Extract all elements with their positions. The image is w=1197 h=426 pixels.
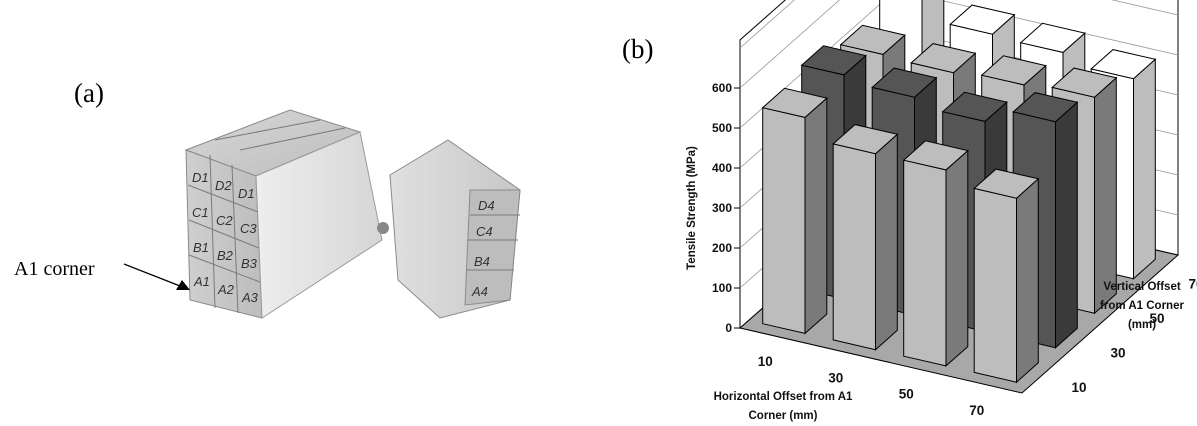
- block-mark: C4: [476, 224, 493, 239]
- gridline: [739, 0, 1179, 89]
- y-axis-title: Tensile Strength (MPa): [686, 146, 698, 270]
- block-mark: D4: [478, 198, 495, 213]
- block-mark: B2: [217, 248, 234, 263]
- x-tick-label: 50: [899, 387, 914, 402]
- bar-side: [875, 133, 898, 351]
- callout-arrow: [123, 263, 190, 290]
- block-mark: A1: [193, 274, 210, 289]
- bar-top: [1051, 67, 1118, 98]
- bar-front: [903, 159, 947, 367]
- bar-side: [804, 96, 828, 335]
- z-tick-label: 30: [1111, 345, 1126, 360]
- y-tick-label: 600: [712, 81, 732, 95]
- bar-top: [832, 124, 899, 155]
- y-tick-label: 100: [712, 281, 732, 295]
- block-mark: A3: [241, 290, 259, 305]
- bar-top: [761, 87, 828, 118]
- bar-top: [910, 43, 977, 74]
- right-block-edge: [464, 189, 521, 306]
- block-mark: D1: [192, 170, 209, 185]
- bar-top: [1090, 49, 1157, 80]
- bar-top: [1019, 22, 1086, 53]
- bar-side: [1094, 76, 1117, 315]
- bar-top: [1012, 92, 1079, 123]
- a1-corner-callout: A1 corner: [14, 258, 95, 280]
- z-axis-title: from A1 Corner: [1100, 300, 1184, 312]
- bar-side: [945, 149, 969, 368]
- z-axis-title: (mm): [1128, 319, 1156, 331]
- block-mark: C3: [240, 221, 257, 236]
- y-tick-label: 0: [725, 321, 732, 335]
- block-mark: A2: [217, 282, 235, 297]
- block-mark: B3: [241, 256, 258, 271]
- bar-top: [941, 91, 1008, 122]
- x-tick-label: 10: [758, 354, 773, 369]
- z-tick-label: 50: [1150, 311, 1165, 326]
- hinge-spot: [377, 222, 389, 234]
- block-mark: C2: [216, 213, 233, 228]
- bar-top: [800, 45, 867, 76]
- laminate-lines: [187, 119, 520, 314]
- bar-front: [832, 143, 876, 351]
- bar-side: [1055, 101, 1078, 349]
- bar-top: [973, 168, 1040, 199]
- bar-front: [973, 187, 1017, 383]
- bar-top: [980, 55, 1047, 86]
- block-side-face: [255, 131, 383, 319]
- bar-side: [1016, 177, 1039, 384]
- bar-top: [871, 67, 938, 98]
- y-tick-label: 200: [712, 241, 732, 255]
- y-tick-label: 300: [712, 201, 732, 215]
- x-axis-title: Corner (mm): [748, 410, 817, 422]
- block-mark: B1: [193, 240, 209, 255]
- z-tick-label: 10: [1072, 380, 1087, 395]
- x-tick-label: 30: [828, 370, 843, 385]
- z-tick-label: 70: [1189, 276, 1197, 291]
- bar-top: [949, 4, 1016, 35]
- panel-a-label: (a): [74, 78, 104, 108]
- block-mark: B4: [474, 254, 490, 269]
- bar-top: [902, 140, 969, 171]
- panel-b-label: (b): [622, 34, 654, 64]
- x-tick-label: 70: [969, 403, 984, 418]
- block-mark: A4: [471, 284, 488, 299]
- block-mark: C1: [192, 205, 209, 220]
- block-mark: D2: [215, 178, 232, 193]
- block-mark: D1: [238, 186, 255, 201]
- bar-front: [762, 107, 806, 335]
- bar-side: [1133, 58, 1156, 280]
- gridline: [739, 0, 795, 49]
- z-axis-title: Vertical Offset: [1103, 281, 1181, 293]
- y-tick-label: 500: [712, 121, 732, 135]
- bar-top: [839, 24, 906, 55]
- x-axis-title: Horizontal Offset from A1: [714, 391, 853, 403]
- y-tick-label: 400: [712, 161, 732, 175]
